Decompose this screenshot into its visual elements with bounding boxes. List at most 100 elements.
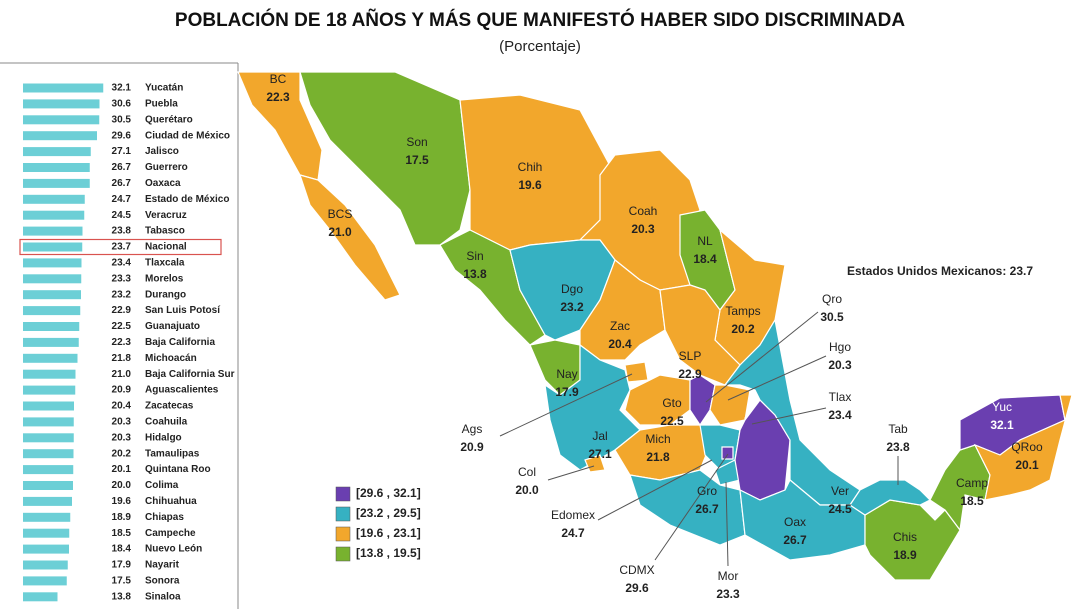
bar <box>23 544 69 554</box>
category-label: Ciudad de México <box>145 130 230 141</box>
category-label: Oaxaca <box>145 178 181 189</box>
category-label: Chihuahua <box>145 496 197 507</box>
state <box>299 174 401 301</box>
category-label: Tabasco <box>145 226 185 237</box>
state-value: 22.3 <box>266 90 290 104</box>
state <box>624 374 691 426</box>
state-value: 24.5 <box>828 502 852 516</box>
value-label: 29.6 <box>112 130 132 141</box>
state-value: 17.5 <box>405 153 429 167</box>
bar <box>23 560 68 570</box>
state-value: 20.3 <box>631 222 655 236</box>
category-label: Tlaxcala <box>145 258 185 269</box>
bar <box>23 83 104 93</box>
bar <box>23 385 76 395</box>
leader-line <box>705 311 819 403</box>
leader-line <box>547 465 595 481</box>
category-label: Guanajuato <box>145 321 200 332</box>
bar <box>23 433 74 443</box>
category-label: Quintana Roo <box>145 464 211 475</box>
state-value: 22.5 <box>660 414 684 428</box>
value-label: 23.3 <box>112 273 132 284</box>
category-label: Jalisco <box>145 146 179 157</box>
state-name: Camp <box>956 476 988 490</box>
state-value: 23.3 <box>716 587 740 601</box>
bar <box>23 401 74 411</box>
legend-label: [23.2 , 29.5] <box>356 506 421 520</box>
value-label: 30.6 <box>112 99 132 110</box>
state-value: 13.8 <box>463 267 487 281</box>
state <box>624 361 649 383</box>
category-label: Baja California Sur <box>145 369 235 380</box>
state-value: 20.9 <box>460 440 484 454</box>
state-name: Edomex <box>551 508 595 522</box>
state <box>739 479 866 561</box>
state-value: 20.4 <box>608 337 632 351</box>
category-label: Querétaro <box>145 114 193 125</box>
state-name: Ver <box>831 484 849 498</box>
state-name: Sin <box>466 249 483 263</box>
legend-swatch <box>335 526 351 542</box>
value-label: 21.8 <box>112 353 132 364</box>
state-name: Son <box>406 135 427 149</box>
state-value: 26.7 <box>783 533 807 547</box>
state-name: Chis <box>893 530 917 544</box>
state-value: 20.3 <box>828 358 852 372</box>
value-label: 18.4 <box>112 544 132 555</box>
state-value: 18.5 <box>960 494 984 508</box>
highlight-box <box>19 238 222 256</box>
state-value: 21.8 <box>646 450 670 464</box>
bar <box>23 194 85 204</box>
leader-line <box>725 481 729 567</box>
bar <box>23 226 83 236</box>
leader-line <box>727 355 827 401</box>
state-name: Coah <box>629 204 658 218</box>
state <box>973 394 1073 501</box>
bar <box>23 242 83 252</box>
category-label: Chiapas <box>145 512 184 523</box>
state-value: 19.6 <box>518 178 542 192</box>
state-name: Dgo <box>561 282 583 296</box>
state <box>579 259 666 361</box>
bar <box>23 163 90 172</box>
title: POBLACIÓN DE 18 AÑOS Y MÁS QUE MANIFESTÓ… <box>175 9 905 31</box>
state-name: CDMX <box>619 563 654 577</box>
state-value: 20.1 <box>1015 458 1039 472</box>
state-name: Col <box>518 465 536 479</box>
state <box>544 343 641 471</box>
state-value: 20.2 <box>731 322 755 336</box>
category-label: Guerrero <box>145 162 188 173</box>
state-value: 23.4 <box>828 408 852 422</box>
value-label: 18.5 <box>112 528 132 539</box>
state-name: Pue <box>767 592 789 606</box>
category-label: Sonora <box>145 576 180 587</box>
value-label: 23.8 <box>112 226 132 237</box>
state-value: 18.4 <box>693 252 717 266</box>
map <box>237 71 1073 581</box>
bar <box>23 353 78 363</box>
bar <box>23 369 76 379</box>
bar <box>23 274 82 284</box>
legend-label: [19.6 , 23.1] <box>356 526 421 540</box>
bar <box>23 496 72 506</box>
bar <box>23 131 97 141</box>
state-name: Oax <box>784 515 806 529</box>
state-name: Chih <box>518 160 543 174</box>
value-label: 13.8 <box>112 591 132 602</box>
category-label: Morelos <box>145 273 184 284</box>
leader-line <box>499 373 633 437</box>
bar <box>23 481 73 490</box>
legend-swatch <box>335 506 351 522</box>
state-name: Tamps <box>725 304 760 318</box>
state-name: Qro <box>822 292 842 306</box>
value-label: 30.5 <box>112 114 132 125</box>
bar <box>23 465 74 475</box>
value-label: 20.1 <box>112 464 132 475</box>
state-name: Jal <box>592 429 607 443</box>
value-label: 20.4 <box>112 401 132 412</box>
category-label: Baja California <box>145 337 215 348</box>
category-label: Sinaloa <box>145 591 181 602</box>
state-value: 29.6 <box>625 581 649 595</box>
state-name: Tlax <box>829 390 852 404</box>
value-label: 23.2 <box>112 289 132 300</box>
